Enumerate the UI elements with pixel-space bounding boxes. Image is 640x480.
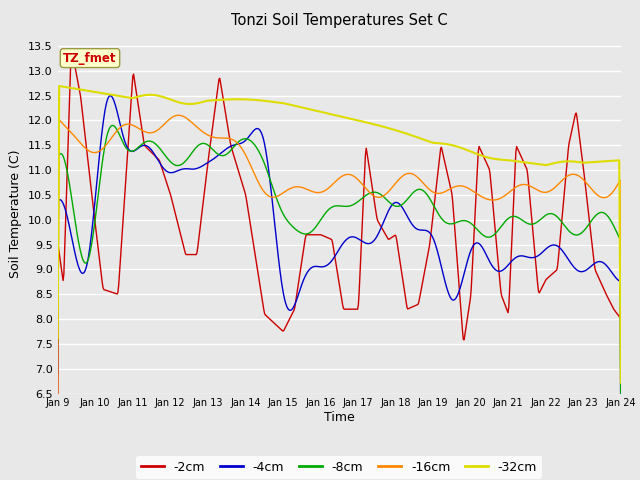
Text: TZ_fmet: TZ_fmet (63, 51, 116, 65)
X-axis label: Time: Time (324, 411, 355, 424)
Y-axis label: Soil Temperature (C): Soil Temperature (C) (10, 149, 22, 278)
Legend: -2cm, -4cm, -8cm, -16cm, -32cm: -2cm, -4cm, -8cm, -16cm, -32cm (136, 456, 542, 479)
Title: Tonzi Soil Temperatures Set C: Tonzi Soil Temperatures Set C (231, 13, 447, 28)
